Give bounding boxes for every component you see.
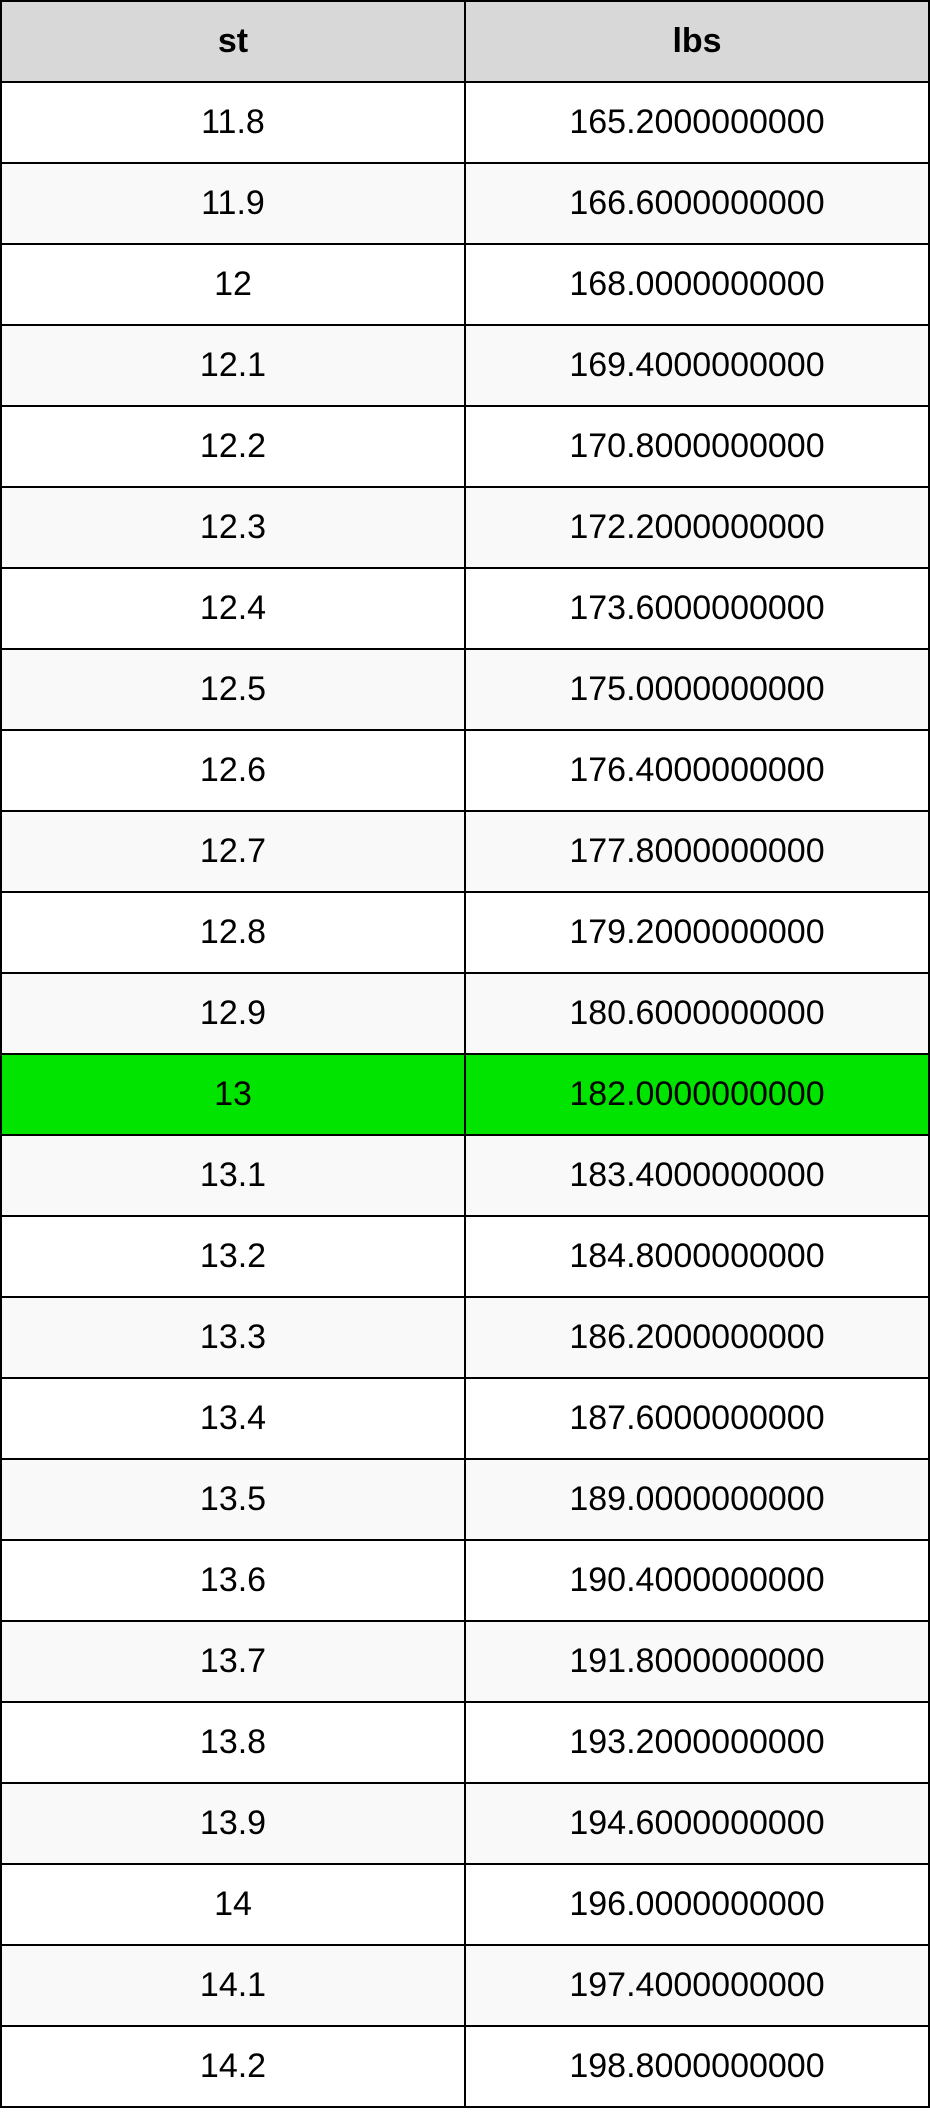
cell-lbs: 175.0000000000 [465, 649, 929, 730]
table-row: 14196.0000000000 [1, 1864, 929, 1945]
cell-st: 12.9 [1, 973, 465, 1054]
cell-st: 13.1 [1, 1135, 465, 1216]
cell-lbs: 182.0000000000 [465, 1054, 929, 1135]
table-row: 12.4173.6000000000 [1, 568, 929, 649]
table-row: 12.5175.0000000000 [1, 649, 929, 730]
cell-st: 12.5 [1, 649, 465, 730]
cell-st: 13.3 [1, 1297, 465, 1378]
cell-lbs: 166.6000000000 [465, 163, 929, 244]
table-row: 12.8179.2000000000 [1, 892, 929, 973]
cell-st: 14.1 [1, 1945, 465, 2026]
table-row: 12.2170.8000000000 [1, 406, 929, 487]
table-row: 13.1183.4000000000 [1, 1135, 929, 1216]
cell-lbs: 177.8000000000 [465, 811, 929, 892]
table-row: 12.7177.8000000000 [1, 811, 929, 892]
table-row: 13.3186.2000000000 [1, 1297, 929, 1378]
table-row: 14.2198.8000000000 [1, 2026, 929, 2107]
cell-lbs: 184.8000000000 [465, 1216, 929, 1297]
table-row: 14.1197.4000000000 [1, 1945, 929, 2026]
cell-lbs: 168.0000000000 [465, 244, 929, 325]
table-row: 13.8193.2000000000 [1, 1702, 929, 1783]
table-row: 12.1169.4000000000 [1, 325, 929, 406]
col-header-st: st [1, 1, 465, 82]
cell-st: 12 [1, 244, 465, 325]
table-row: 13.2184.8000000000 [1, 1216, 929, 1297]
table-row: 12168.0000000000 [1, 244, 929, 325]
cell-lbs: 187.6000000000 [465, 1378, 929, 1459]
cell-st: 14.2 [1, 2026, 465, 2107]
table-row: 13.4187.6000000000 [1, 1378, 929, 1459]
cell-st: 11.9 [1, 163, 465, 244]
cell-lbs: 191.8000000000 [465, 1621, 929, 1702]
cell-st: 11.8 [1, 82, 465, 163]
cell-lbs: 180.6000000000 [465, 973, 929, 1054]
cell-st: 13.2 [1, 1216, 465, 1297]
table-row: 12.9180.6000000000 [1, 973, 929, 1054]
cell-st: 13.6 [1, 1540, 465, 1621]
table-row: 13.5189.0000000000 [1, 1459, 929, 1540]
cell-lbs: 173.6000000000 [465, 568, 929, 649]
cell-lbs: 194.6000000000 [465, 1783, 929, 1864]
cell-lbs: 169.4000000000 [465, 325, 929, 406]
cell-lbs: 186.2000000000 [465, 1297, 929, 1378]
cell-lbs: 189.0000000000 [465, 1459, 929, 1540]
cell-lbs: 179.2000000000 [465, 892, 929, 973]
cell-st: 13.7 [1, 1621, 465, 1702]
cell-st: 12.1 [1, 325, 465, 406]
cell-st: 12.6 [1, 730, 465, 811]
table-row-highlighted: 13182.0000000000 [1, 1054, 929, 1135]
cell-st: 12.3 [1, 487, 465, 568]
cell-st: 13.9 [1, 1783, 465, 1864]
cell-st: 13.5 [1, 1459, 465, 1540]
cell-st: 13 [1, 1054, 465, 1135]
table-row: 11.9166.6000000000 [1, 163, 929, 244]
cell-lbs: 165.2000000000 [465, 82, 929, 163]
cell-st: 12.7 [1, 811, 465, 892]
cell-st: 13.8 [1, 1702, 465, 1783]
cell-lbs: 193.2000000000 [465, 1702, 929, 1783]
cell-lbs: 172.2000000000 [465, 487, 929, 568]
cell-lbs: 197.4000000000 [465, 1945, 929, 2026]
cell-lbs: 196.0000000000 [465, 1864, 929, 1945]
cell-st: 13.4 [1, 1378, 465, 1459]
table-row: 11.8165.2000000000 [1, 82, 929, 163]
table-header-row: st lbs [1, 1, 929, 82]
cell-lbs: 190.4000000000 [465, 1540, 929, 1621]
table-body: 11.8165.2000000000 11.9166.6000000000 12… [1, 82, 929, 2107]
cell-st: 12.4 [1, 568, 465, 649]
cell-lbs: 183.4000000000 [465, 1135, 929, 1216]
table-row: 13.9194.6000000000 [1, 1783, 929, 1864]
cell-lbs: 198.8000000000 [465, 2026, 929, 2107]
table-row: 13.6190.4000000000 [1, 1540, 929, 1621]
cell-st: 14 [1, 1864, 465, 1945]
cell-lbs: 170.8000000000 [465, 406, 929, 487]
table-row: 12.3172.2000000000 [1, 487, 929, 568]
cell-st: 12.8 [1, 892, 465, 973]
conversion-table: st lbs 11.8165.2000000000 11.9166.600000… [0, 0, 930, 2108]
cell-lbs: 176.4000000000 [465, 730, 929, 811]
table-row: 13.7191.8000000000 [1, 1621, 929, 1702]
cell-st: 12.2 [1, 406, 465, 487]
table-row: 12.6176.4000000000 [1, 730, 929, 811]
col-header-lbs: lbs [465, 1, 929, 82]
